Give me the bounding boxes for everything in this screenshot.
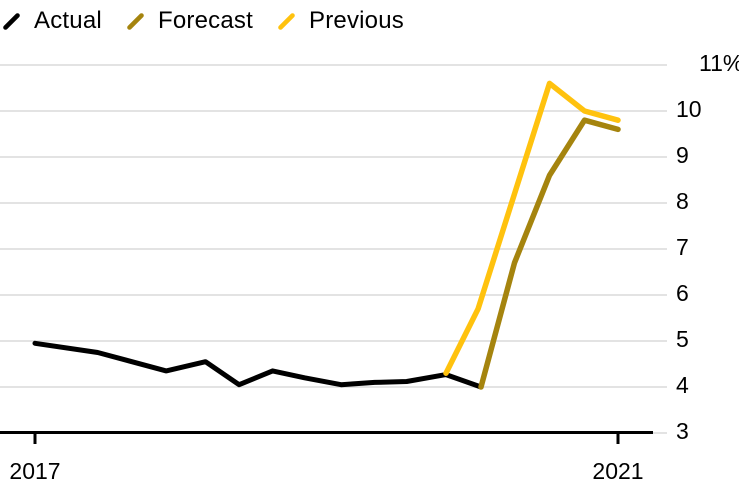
x-axis-label: 2021 bbox=[592, 458, 644, 484]
y-axis-label: 6 bbox=[676, 280, 689, 306]
x-axis bbox=[0, 431, 653, 444]
legend: Actual Forecast Previous bbox=[0, 0, 739, 40]
legend-label-actual: Actual bbox=[34, 7, 102, 34]
previous-line-swatch-icon bbox=[278, 12, 295, 30]
legend-label-previous: Previous bbox=[309, 7, 404, 34]
legend-item-previous: Previous bbox=[278, 6, 404, 36]
actual-line-swatch-icon bbox=[3, 12, 20, 30]
series-lines bbox=[32, 80, 621, 390]
legend-item-actual: Actual bbox=[3, 6, 102, 36]
y-axis-label: 7 bbox=[676, 234, 689, 260]
gridlines bbox=[0, 64, 667, 434]
legend-label-forecast: Forecast bbox=[158, 7, 253, 34]
y-axis-label: 5 bbox=[676, 326, 689, 352]
actual-line bbox=[32, 340, 484, 390]
y-axis-label: 11% bbox=[699, 50, 739, 76]
legend-item-forecast: Forecast bbox=[127, 6, 253, 36]
forecast-line-swatch-icon bbox=[127, 12, 144, 30]
y-axis-label: 9 bbox=[676, 142, 689, 168]
x-axis-label: 2017 bbox=[9, 458, 61, 484]
y-axis-label: 10 bbox=[676, 96, 702, 122]
y-axis-label: 8 bbox=[676, 188, 689, 214]
previous-line bbox=[443, 80, 621, 376]
y-axis-label: 3 bbox=[676, 418, 689, 444]
forecast-line bbox=[478, 117, 621, 390]
y-axis-label: 4 bbox=[676, 372, 689, 398]
